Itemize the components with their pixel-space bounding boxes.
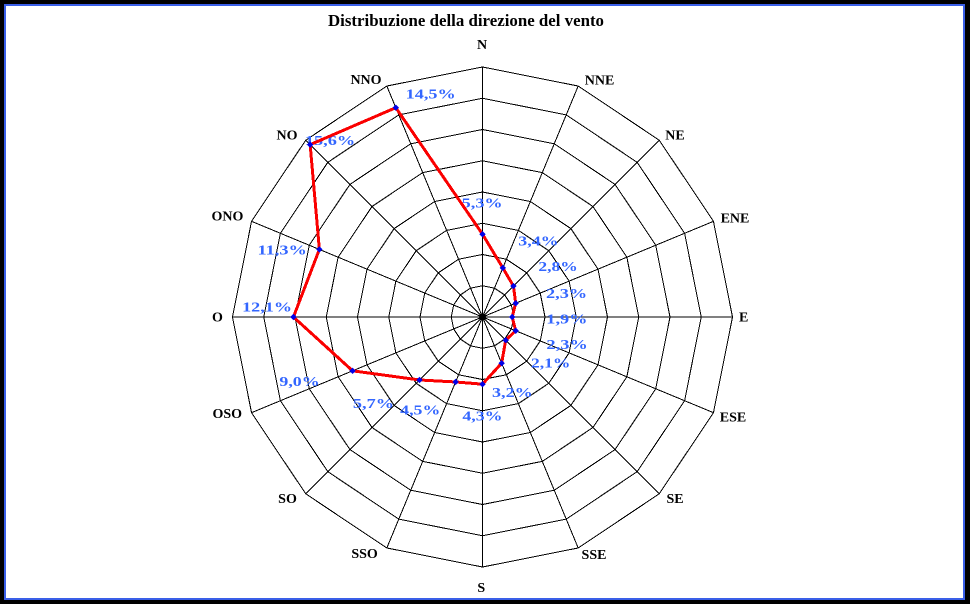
svg-text:2,3%: 2,3% — [546, 287, 587, 302]
svg-text:NO: NO — [277, 128, 298, 143]
svg-text:3,2%: 3,2% — [492, 386, 533, 401]
svg-text:11,3%: 11,3% — [258, 243, 307, 258]
svg-text:4,5%: 4,5% — [400, 403, 440, 418]
svg-text:9,0%: 9,0% — [279, 375, 319, 390]
svg-text:2,3%: 2,3% — [546, 338, 587, 353]
svg-text:SE: SE — [666, 492, 683, 507]
svg-text:15,6%: 15,6% — [305, 134, 355, 149]
svg-text:5,3%: 5,3% — [462, 197, 503, 212]
svg-text:SSO: SSO — [351, 547, 378, 562]
svg-text:Distribuzione della direzione: Distribuzione della direzione del vento — [328, 11, 604, 30]
svg-text:14,5%: 14,5% — [406, 88, 456, 103]
svg-text:ENE: ENE — [721, 212, 750, 227]
svg-text:SO: SO — [278, 492, 297, 507]
svg-text:NNO: NNO — [350, 73, 381, 88]
svg-text:4,3%: 4,3% — [462, 409, 502, 424]
svg-text:O: O — [212, 311, 223, 326]
svg-text:OSO: OSO — [213, 407, 243, 422]
svg-text:SSE: SSE — [582, 548, 607, 563]
svg-text:N: N — [477, 38, 487, 53]
svg-text:2,8%: 2,8% — [538, 260, 577, 275]
svg-text:ESE: ESE — [720, 411, 746, 426]
svg-text:2,1%: 2,1% — [531, 357, 570, 372]
svg-text:1,9%: 1,9% — [546, 312, 587, 327]
svg-text:ONO: ONO — [212, 209, 244, 224]
svg-text:3,4%: 3,4% — [518, 235, 558, 250]
svg-text:E: E — [739, 310, 748, 325]
svg-text:12,1%: 12,1% — [242, 301, 292, 316]
svg-text:NE: NE — [665, 129, 684, 144]
svg-text:NNE: NNE — [585, 74, 615, 89]
svg-text:S: S — [477, 581, 485, 596]
svg-text:5,7%: 5,7% — [353, 397, 394, 412]
